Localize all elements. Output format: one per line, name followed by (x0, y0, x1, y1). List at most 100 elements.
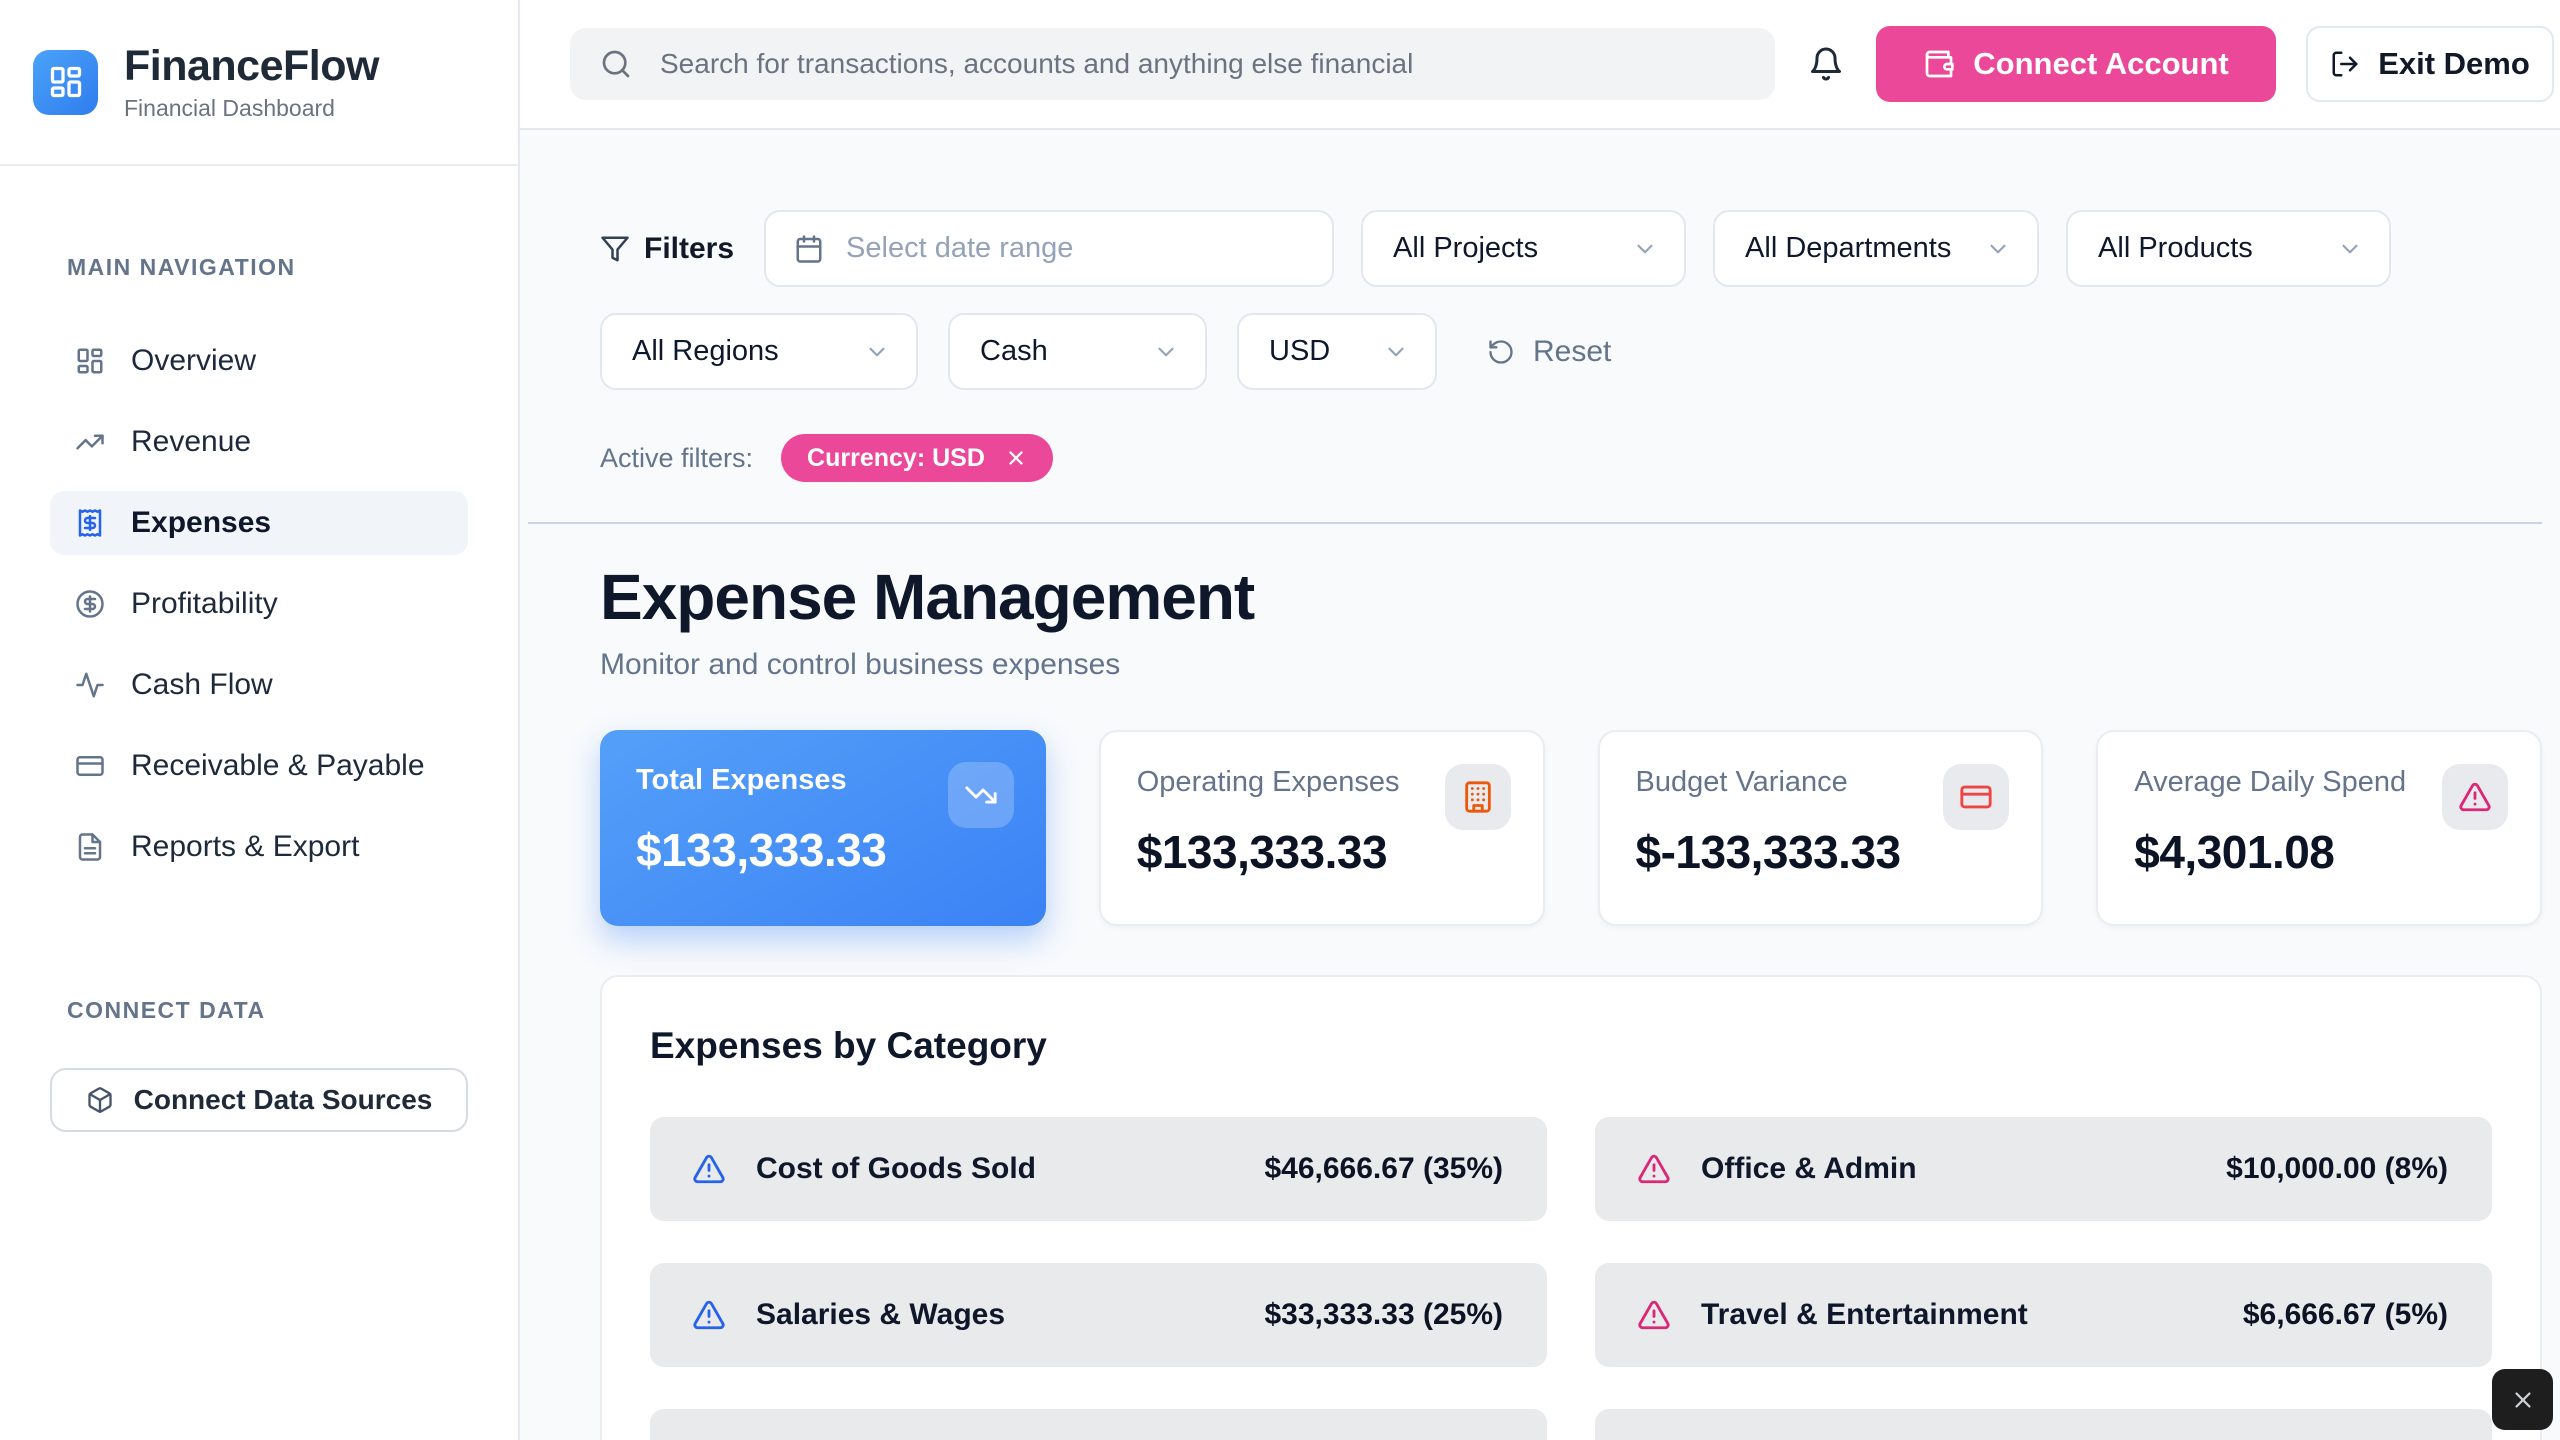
category-value: $10,000.00 (8%) (2226, 1152, 2448, 1185)
page-subtitle: Monitor and control business expenses (600, 648, 1121, 681)
accounting-basis-select[interactable]: Cash (948, 313, 1207, 390)
stat-value: $133,333.33 (1136, 826, 1388, 878)
department-filter-select[interactable]: All Departments (1713, 210, 2040, 287)
search-bar[interactable] (570, 28, 1775, 100)
category-name: Office & Admin (1701, 1152, 1917, 1185)
stat-label: Total Expenses (636, 764, 847, 796)
wallet-icon (1923, 48, 1955, 80)
close-icon (2510, 1387, 2536, 1413)
close-icon[interactable] (1005, 447, 1027, 469)
calendar-icon (794, 234, 824, 264)
sidebar-item-label: Receivable & Payable (131, 749, 425, 782)
stat-value: $4,301.08 (2134, 826, 2335, 878)
trending-down-icon (947, 762, 1014, 828)
app-logo (33, 49, 98, 115)
bell-icon (1808, 46, 1844, 82)
sidebar-item-reports-export[interactable]: Reports & Export (50, 815, 468, 879)
stat-card-operating-expenses[interactable]: Operating Expenses $133,333.33 (1098, 730, 1545, 926)
file-text-icon (75, 832, 105, 862)
date-range-picker[interactable]: Select date range (764, 210, 1335, 287)
region-filter-select[interactable]: All Regions (600, 313, 918, 390)
sidebar-item-receivable-payable[interactable]: Receivable & Payable (50, 734, 468, 798)
layout-dashboard-icon (48, 64, 84, 100)
receipt-icon (75, 508, 105, 538)
stat-label: Operating Expenses (1136, 766, 1400, 798)
sidebar-item-label: Revenue (131, 425, 252, 458)
main-navigation: Overview Revenue Expenses Profitability … (50, 329, 468, 879)
search-input[interactable] (660, 48, 1745, 80)
category-item-professional-services[interactable]: Professional Services $3,333.33 (3%) (1595, 1409, 2492, 1440)
page-title: Expense Management (600, 561, 1255, 633)
expenses-by-category-card: Expenses by Category Cost of Goods Sold … (600, 975, 2542, 1440)
stat-card-budget-variance[interactable]: Budget Variance $-133,333.33 (1597, 730, 2044, 926)
sidebar: FinanceFlow Financial Dashboard MAIN NAV… (0, 0, 520, 1440)
product-filter-select[interactable]: All Products (2066, 210, 2392, 287)
stat-value: $133,333.33 (636, 824, 887, 876)
sidebar-item-revenue[interactable]: Revenue (50, 410, 468, 474)
sidebar-item-cash-flow[interactable]: Cash Flow (50, 653, 468, 717)
reset-label: Reset (1533, 334, 1612, 368)
stat-card-total-expenses[interactable]: Total Expenses $133,333.33 (600, 730, 1046, 926)
category-value: $6,666.67 (5%) (2242, 1298, 2448, 1331)
category-item-marketing[interactable]: Marketing $20,000.00 (15%) (650, 1409, 1547, 1440)
app-title: FinanceFlow (124, 42, 379, 90)
sidebar-item-label: Profitability (131, 587, 278, 620)
brand: FinanceFlow Financial Dashboard (0, 0, 518, 166)
funnel-icon (600, 234, 630, 264)
active-filter-chip-label: Currency: USD (807, 443, 985, 472)
credit-card-icon (1943, 764, 2010, 830)
active-filters-label: Active filters: (600, 442, 754, 473)
stat-value: $-133,333.33 (1635, 826, 1902, 878)
topbar: Connect Account Exit Demo (520, 0, 2560, 130)
category-name: Cost of Goods Sold (756, 1152, 1036, 1185)
exit-demo-button[interactable]: Exit Demo (2306, 26, 2554, 102)
stat-cards: Total Expenses $133,333.33 Operating Exp… (600, 730, 2542, 926)
circle-dollar-icon (75, 589, 105, 619)
project-filter-select[interactable]: All Projects (1361, 210, 1687, 287)
connect-data-sources-label: Connect Data Sources (133, 1084, 433, 1115)
rotate-ccw-icon (1487, 338, 1515, 366)
building-icon (1444, 764, 1511, 830)
stat-card-average-daily-spend[interactable]: Average Daily Spend $4,301.08 (2096, 730, 2542, 926)
reset-filters-button[interactable]: Reset (1487, 335, 1611, 369)
currency-select[interactable]: USD (1237, 313, 1437, 390)
category-item-salaries-wages[interactable]: Salaries & Wages $33,333.33 (25%) (650, 1263, 1547, 1367)
stat-label: Average Daily Spend (2134, 766, 2407, 798)
section-divider (528, 522, 2542, 524)
sidebar-item-label: Overview (131, 344, 257, 377)
alert-triangle-icon (2442, 764, 2508, 830)
chevron-down-icon (1985, 236, 2011, 262)
chevron-down-icon (1153, 339, 1179, 365)
connect-data-sources-button[interactable]: Connect Data Sources (50, 1068, 468, 1132)
chevron-down-icon (2337, 236, 2363, 262)
filters-row-1: Filters Select date range All Projects A… (600, 210, 2542, 287)
package-icon (86, 1086, 114, 1114)
search-icon (600, 48, 632, 80)
main-content: Filters Select date range All Projects A… (520, 130, 2560, 1440)
date-range-placeholder: Select date range (846, 232, 1074, 264)
filters-row-2: All Regions Cash USD Reset (600, 313, 2542, 390)
category-name: Salaries & Wages (756, 1298, 1006, 1331)
filters-label: Filters (644, 231, 735, 265)
alert-triangle-icon (692, 1298, 726, 1332)
notifications-bell-button[interactable] (1808, 46, 1844, 82)
category-item-cost-of-goods-sold[interactable]: Cost of Goods Sold $46,666.67 (35%) (650, 1117, 1547, 1221)
sidebar-item-overview[interactable]: Overview (50, 329, 468, 393)
alert-triangle-icon (692, 1152, 726, 1186)
category-value: $33,333.33 (25%) (1264, 1298, 1503, 1331)
connect-account-button[interactable]: Connect Account (1876, 26, 2276, 102)
sidebar-item-label: Cash Flow (131, 668, 273, 701)
close-overlay-button[interactable] (2492, 1369, 2553, 1430)
chevron-down-icon (1383, 339, 1409, 365)
sidebar-item-profitability[interactable]: Profitability (50, 572, 468, 636)
alert-triangle-icon (1637, 1152, 1671, 1186)
category-list: Cost of Goods Sold $46,666.67 (35%) Offi… (650, 1117, 2492, 1440)
category-item-travel-entertainment[interactable]: Travel & Entertainment $6,666.67 (5%) (1595, 1263, 2492, 1367)
nav-section-label: MAIN NAVIGATION (67, 254, 296, 280)
exit-demo-label: Exit Demo (2378, 46, 2530, 81)
sidebar-item-expenses[interactable]: Expenses (50, 491, 468, 555)
active-filter-chip-currency[interactable]: Currency: USD (781, 434, 1053, 482)
category-value: $46,666.67 (35%) (1264, 1152, 1503, 1185)
connect-account-label: Connect Account (1973, 46, 2229, 81)
category-item-office-admin[interactable]: Office & Admin $10,000.00 (8%) (1595, 1117, 2492, 1221)
